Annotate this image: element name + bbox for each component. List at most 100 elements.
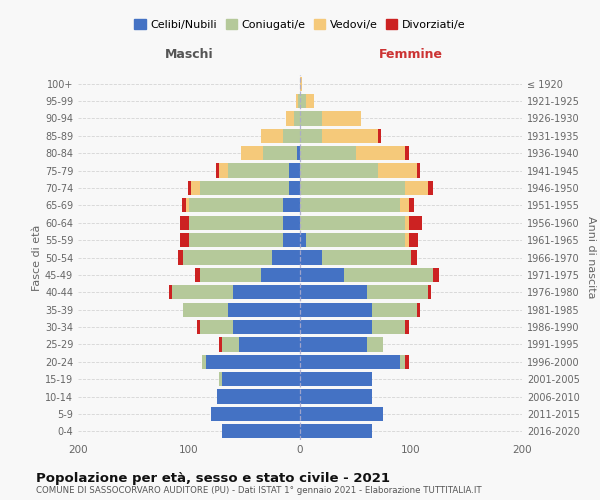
Bar [300,94,305,108]
Bar [406,233,409,247]
Bar [189,198,283,212]
Bar [215,164,219,177]
Bar [300,407,383,421]
Bar [200,268,261,282]
Bar [191,181,200,195]
Bar [300,112,322,126]
Bar [222,338,239,351]
Y-axis label: Fasce di età: Fasce di età [32,224,42,290]
Bar [300,198,400,212]
Bar [406,216,409,230]
Bar [197,320,200,334]
Bar [202,354,206,369]
Bar [300,76,302,91]
Bar [300,354,400,369]
Bar [239,338,300,351]
Bar [300,390,372,404]
Bar [322,112,361,126]
Bar [367,338,383,351]
Bar [378,164,416,177]
Bar [263,146,296,160]
Bar [261,268,300,282]
Bar [305,233,406,247]
Bar [300,285,367,300]
Bar [372,302,416,317]
Bar [178,250,184,264]
Bar [300,302,372,317]
Bar [283,128,300,143]
Legend: Celibi/Nubili, Coniugati/e, Vedovi/e, Divorziati/e: Celibi/Nubili, Coniugati/e, Vedovi/e, Di… [130,15,470,34]
Bar [189,216,283,230]
Bar [322,128,378,143]
Bar [300,338,367,351]
Bar [411,250,416,264]
Bar [300,146,355,160]
Bar [416,302,420,317]
Bar [300,250,322,264]
Bar [300,424,372,438]
Bar [206,354,300,369]
Bar [300,372,372,386]
Bar [406,320,409,334]
Bar [300,164,378,177]
Text: Femmine: Femmine [379,48,443,61]
Bar [322,250,411,264]
Bar [219,338,223,351]
Bar [172,285,233,300]
Bar [283,233,300,247]
Bar [296,146,300,160]
Bar [184,250,272,264]
Y-axis label: Anni di nascita: Anni di nascita [586,216,596,298]
Bar [180,216,189,230]
Bar [406,146,409,160]
Bar [409,216,422,230]
Bar [400,354,406,369]
Bar [300,320,372,334]
Bar [298,94,300,108]
Bar [286,112,295,126]
Bar [300,268,344,282]
Bar [223,372,300,386]
Bar [289,164,300,177]
Bar [233,320,300,334]
Bar [228,302,300,317]
Bar [300,181,406,195]
Bar [300,128,322,143]
Bar [428,285,431,300]
Bar [355,146,406,160]
Bar [211,407,300,421]
Bar [180,233,189,247]
Bar [219,372,223,386]
Bar [289,181,300,195]
Bar [400,198,409,212]
Bar [188,181,191,195]
Bar [409,233,418,247]
Bar [283,198,300,212]
Text: Popolazione per età, sesso e stato civile - 2021: Popolazione per età, sesso e stato civil… [36,472,390,485]
Bar [182,198,185,212]
Bar [296,94,298,108]
Bar [233,285,300,300]
Bar [283,216,300,230]
Bar [169,285,172,300]
Bar [189,233,283,247]
Bar [184,302,228,317]
Bar [241,146,263,160]
Bar [300,233,305,247]
Bar [219,164,228,177]
Bar [428,181,433,195]
Bar [200,181,289,195]
Bar [295,112,300,126]
Bar [433,268,439,282]
Bar [200,320,233,334]
Bar [261,128,283,143]
Bar [406,354,409,369]
Bar [228,164,289,177]
Bar [344,268,433,282]
Bar [194,268,200,282]
Bar [409,198,415,212]
Bar [305,94,314,108]
Bar [223,424,300,438]
Bar [272,250,300,264]
Bar [416,164,420,177]
